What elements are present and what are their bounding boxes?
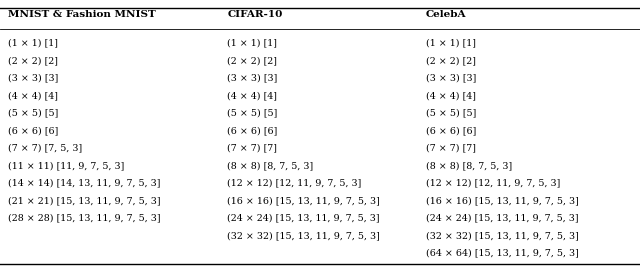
Text: (16 × 16) [15, 13, 11, 9, 7, 5, 3]: (16 × 16) [15, 13, 11, 9, 7, 5, 3] (426, 196, 579, 205)
Text: (7 × 7) [7]: (7 × 7) [7] (227, 143, 277, 152)
Text: (12 × 12) [12, 11, 9, 7, 5, 3]: (12 × 12) [12, 11, 9, 7, 5, 3] (227, 178, 362, 187)
Text: (8 × 8) [8, 7, 5, 3]: (8 × 8) [8, 7, 5, 3] (426, 161, 512, 170)
Text: (3 × 3) [3]: (3 × 3) [3] (227, 73, 278, 82)
Text: (8 × 8) [8, 7, 5, 3]: (8 × 8) [8, 7, 5, 3] (227, 161, 314, 170)
Text: (7 × 7) [7, 5, 3]: (7 × 7) [7, 5, 3] (8, 143, 82, 152)
Text: (5 × 5) [5]: (5 × 5) [5] (8, 108, 58, 117)
Text: (6 × 6) [6]: (6 × 6) [6] (227, 126, 278, 135)
Text: (11 × 11) [11, 9, 7, 5, 3]: (11 × 11) [11, 9, 7, 5, 3] (8, 161, 124, 170)
Text: (3 × 3) [3]: (3 × 3) [3] (8, 73, 58, 82)
Text: (5 × 5) [5]: (5 × 5) [5] (426, 108, 476, 117)
Text: CIFAR-10: CIFAR-10 (227, 10, 283, 20)
Text: CelebA: CelebA (426, 10, 466, 20)
Text: (6 × 6) [6]: (6 × 6) [6] (8, 126, 58, 135)
Text: (1 × 1) [1]: (1 × 1) [1] (227, 38, 277, 47)
Text: (24 × 24) [15, 13, 11, 9, 7, 5, 3]: (24 × 24) [15, 13, 11, 9, 7, 5, 3] (227, 213, 380, 222)
Text: (14 × 14) [14, 13, 11, 9, 7, 5, 3]: (14 × 14) [14, 13, 11, 9, 7, 5, 3] (8, 178, 160, 187)
Text: (12 × 12) [12, 11, 9, 7, 5, 3]: (12 × 12) [12, 11, 9, 7, 5, 3] (426, 178, 560, 187)
Text: (4 × 4) [4]: (4 × 4) [4] (8, 91, 58, 100)
Text: (2 × 2) [2]: (2 × 2) [2] (8, 56, 58, 65)
Text: (6 × 6) [6]: (6 × 6) [6] (426, 126, 476, 135)
Text: (28 × 28) [15, 13, 11, 9, 7, 5, 3]: (28 × 28) [15, 13, 11, 9, 7, 5, 3] (8, 213, 160, 222)
Text: (2 × 2) [2]: (2 × 2) [2] (227, 56, 277, 65)
Text: (64 × 64) [15, 13, 11, 9, 7, 5, 3]: (64 × 64) [15, 13, 11, 9, 7, 5, 3] (426, 248, 579, 257)
Text: (4 × 4) [4]: (4 × 4) [4] (227, 91, 277, 100)
Text: (1 × 1) [1]: (1 × 1) [1] (426, 38, 476, 47)
Text: (3 × 3) [3]: (3 × 3) [3] (426, 73, 476, 82)
Text: (7 × 7) [7]: (7 × 7) [7] (426, 143, 476, 152)
Text: (21 × 21) [15, 13, 11, 9, 7, 5, 3]: (21 × 21) [15, 13, 11, 9, 7, 5, 3] (8, 196, 160, 205)
Text: (32 × 32) [15, 13, 11, 9, 7, 5, 3]: (32 × 32) [15, 13, 11, 9, 7, 5, 3] (227, 231, 380, 240)
Text: (24 × 24) [15, 13, 11, 9, 7, 5, 3]: (24 × 24) [15, 13, 11, 9, 7, 5, 3] (426, 213, 578, 222)
Text: (32 × 32) [15, 13, 11, 9, 7, 5, 3]: (32 × 32) [15, 13, 11, 9, 7, 5, 3] (426, 231, 579, 240)
Text: (16 × 16) [15, 13, 11, 9, 7, 5, 3]: (16 × 16) [15, 13, 11, 9, 7, 5, 3] (227, 196, 380, 205)
Text: (2 × 2) [2]: (2 × 2) [2] (426, 56, 476, 65)
Text: MNIST & Fashion MNIST: MNIST & Fashion MNIST (8, 10, 156, 20)
Text: (1 × 1) [1]: (1 × 1) [1] (8, 38, 58, 47)
Text: (5 × 5) [5]: (5 × 5) [5] (227, 108, 278, 117)
Text: (4 × 4) [4]: (4 × 4) [4] (426, 91, 476, 100)
